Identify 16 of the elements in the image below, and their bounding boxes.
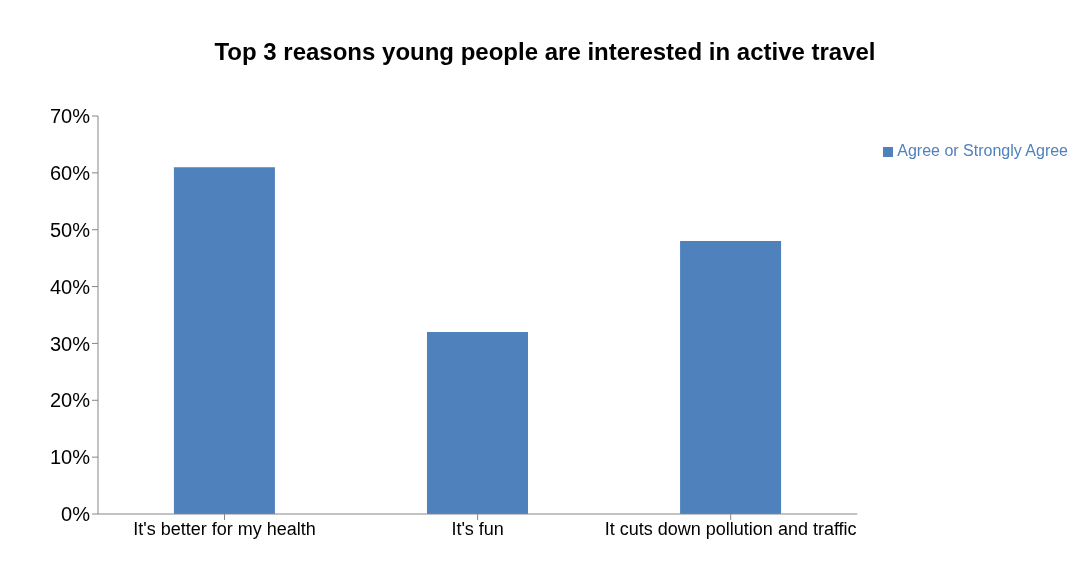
x-tick-label: It's fun <box>451 518 504 539</box>
legend-label: Agree or Strongly Agree <box>897 142 1068 159</box>
bar <box>427 332 528 514</box>
bar <box>173 167 275 514</box>
x-tick-label: It's better for my health <box>133 518 316 539</box>
bar <box>680 241 782 514</box>
y-tick-label: 0% <box>61 503 91 526</box>
y-tick-label: 10% <box>49 446 91 469</box>
y-tick-label: 30% <box>49 332 91 355</box>
y-tick-label: 60% <box>49 161 91 184</box>
y-tick-label: 70% <box>49 105 91 128</box>
y-tick-label: 40% <box>49 275 91 298</box>
x-tick-label: It cuts down pollution and traffic <box>604 518 857 539</box>
y-tick-label: 20% <box>49 389 91 412</box>
y-tick-label: 50% <box>49 218 91 241</box>
chart-title: Top 3 reasons young people are interested in active travel <box>213 37 877 67</box>
